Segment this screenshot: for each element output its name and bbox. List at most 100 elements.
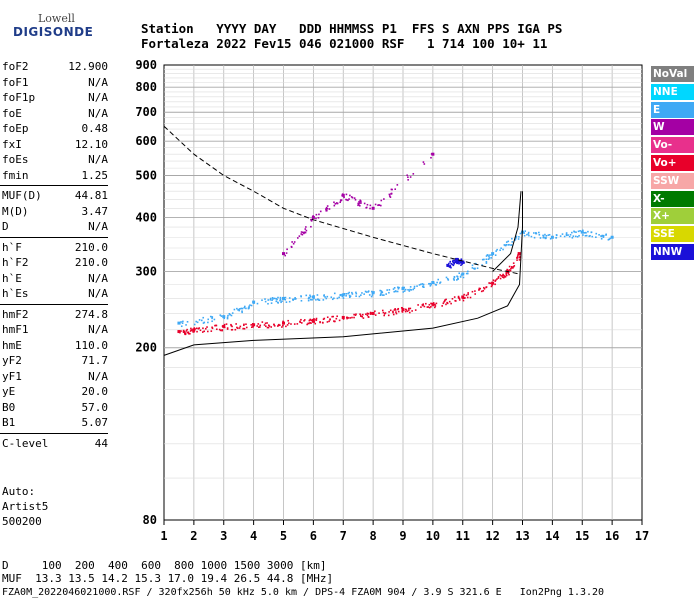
y-tick-label: 200 — [135, 341, 157, 355]
echo-dot — [345, 294, 347, 297]
data-point — [192, 328, 196, 332]
echo-dot — [361, 313, 364, 316]
echo-dot — [354, 198, 357, 201]
x-tick-label: 1 — [160, 529, 167, 543]
echo-dot — [584, 234, 587, 237]
echo-dot — [490, 257, 492, 259]
echo-dot — [304, 231, 307, 234]
echo-dot — [494, 283, 496, 286]
echo-dot — [314, 322, 317, 325]
param-label: hmE — [2, 338, 22, 352]
echo-dot — [519, 232, 522, 235]
echo-dot — [180, 325, 183, 328]
data-point — [580, 230, 584, 234]
echo-dot — [595, 236, 597, 239]
echo-dot — [273, 297, 276, 300]
echo-dot — [485, 258, 488, 261]
echo-dot — [353, 316, 355, 319]
echo-dot — [333, 201, 335, 204]
echo-dot — [457, 278, 459, 280]
echo-dot — [474, 268, 476, 270]
echo-dot — [259, 324, 262, 327]
echo-dot — [499, 249, 501, 252]
echo-dot — [231, 325, 233, 328]
echo-dot — [310, 218, 312, 221]
echo-dot — [310, 319, 313, 322]
echo-dot — [358, 200, 360, 203]
echo-dot — [500, 247, 502, 250]
echo-dot — [392, 313, 395, 316]
echo-dot — [351, 293, 354, 295]
echo-dot — [319, 321, 321, 323]
param-label: h`F — [2, 240, 22, 254]
echo-dot — [367, 316, 370, 318]
echo-dot — [242, 327, 244, 330]
echo-dot — [398, 286, 400, 289]
echo-dot — [501, 276, 504, 278]
echo-dot — [567, 234, 569, 236]
echo-dot — [256, 302, 259, 305]
echo-dot — [336, 297, 339, 300]
echo-dot — [202, 316, 205, 319]
echo-dot — [526, 233, 528, 236]
echo-dot — [370, 295, 373, 298]
echo-dot — [267, 326, 270, 329]
echo-dot — [318, 213, 320, 216]
echo-dot — [417, 304, 419, 306]
param-value: 1.25 — [81, 168, 109, 182]
echo-dot — [363, 202, 366, 205]
echo-dot — [458, 297, 461, 300]
parameter-separator — [0, 303, 108, 305]
echo-dot — [434, 303, 436, 306]
echo-dot — [196, 330, 198, 333]
echo-dot — [428, 283, 431, 285]
footer-info-row: FZA0M_2022046021000.RSF / 320fx256h 50 k… — [2, 587, 605, 598]
echo-dot — [215, 324, 218, 327]
echo-dot — [250, 304, 253, 307]
param-yf1: yF1 N/A — [2, 369, 108, 384]
echo-dot — [392, 288, 395, 290]
echo-dot — [404, 308, 407, 311]
param-value: N/A — [88, 323, 108, 336]
echo-dot — [487, 258, 490, 261]
echo-dot — [235, 323, 237, 325]
parameter-separator — [0, 185, 108, 186]
echo-dot — [200, 319, 203, 322]
echo-dot — [441, 305, 443, 307]
data-point — [341, 293, 345, 297]
echo-dot — [362, 317, 365, 319]
echo-dot — [230, 323, 232, 326]
echo-dot — [397, 308, 399, 311]
echo-dot — [563, 235, 566, 238]
echo-dot — [407, 288, 409, 291]
echo-dot — [198, 327, 201, 329]
x-tick-label: 17 — [635, 529, 649, 543]
echo-dot — [601, 234, 604, 237]
echo-dot — [317, 298, 319, 301]
echo-dot — [315, 217, 317, 220]
echo-dot — [465, 294, 468, 297]
echo-dot — [421, 304, 424, 306]
echo-dot — [447, 279, 450, 281]
echo-dot — [403, 290, 406, 292]
echo-dot — [348, 291, 351, 294]
echo-dot — [345, 293, 348, 295]
echo-dot — [584, 231, 587, 234]
param-h-es: h`Es N/A — [2, 286, 108, 301]
echo-dot — [575, 231, 577, 233]
echo-dot — [328, 208, 331, 210]
echo-dot — [459, 262, 461, 264]
echo-dot — [328, 320, 330, 323]
data-point — [311, 215, 315, 219]
profile-trace — [492, 191, 522, 272]
echo-dot — [380, 199, 383, 202]
parameter-separator — [0, 236, 108, 238]
echo-dot — [445, 276, 448, 279]
echo-dot — [226, 317, 229, 320]
echo-dot — [357, 202, 359, 205]
echo-dot — [241, 311, 243, 314]
echo-dot — [333, 297, 335, 300]
echo-dot — [241, 310, 243, 312]
echo-dot — [190, 329, 192, 331]
echo-dot — [229, 313, 231, 316]
